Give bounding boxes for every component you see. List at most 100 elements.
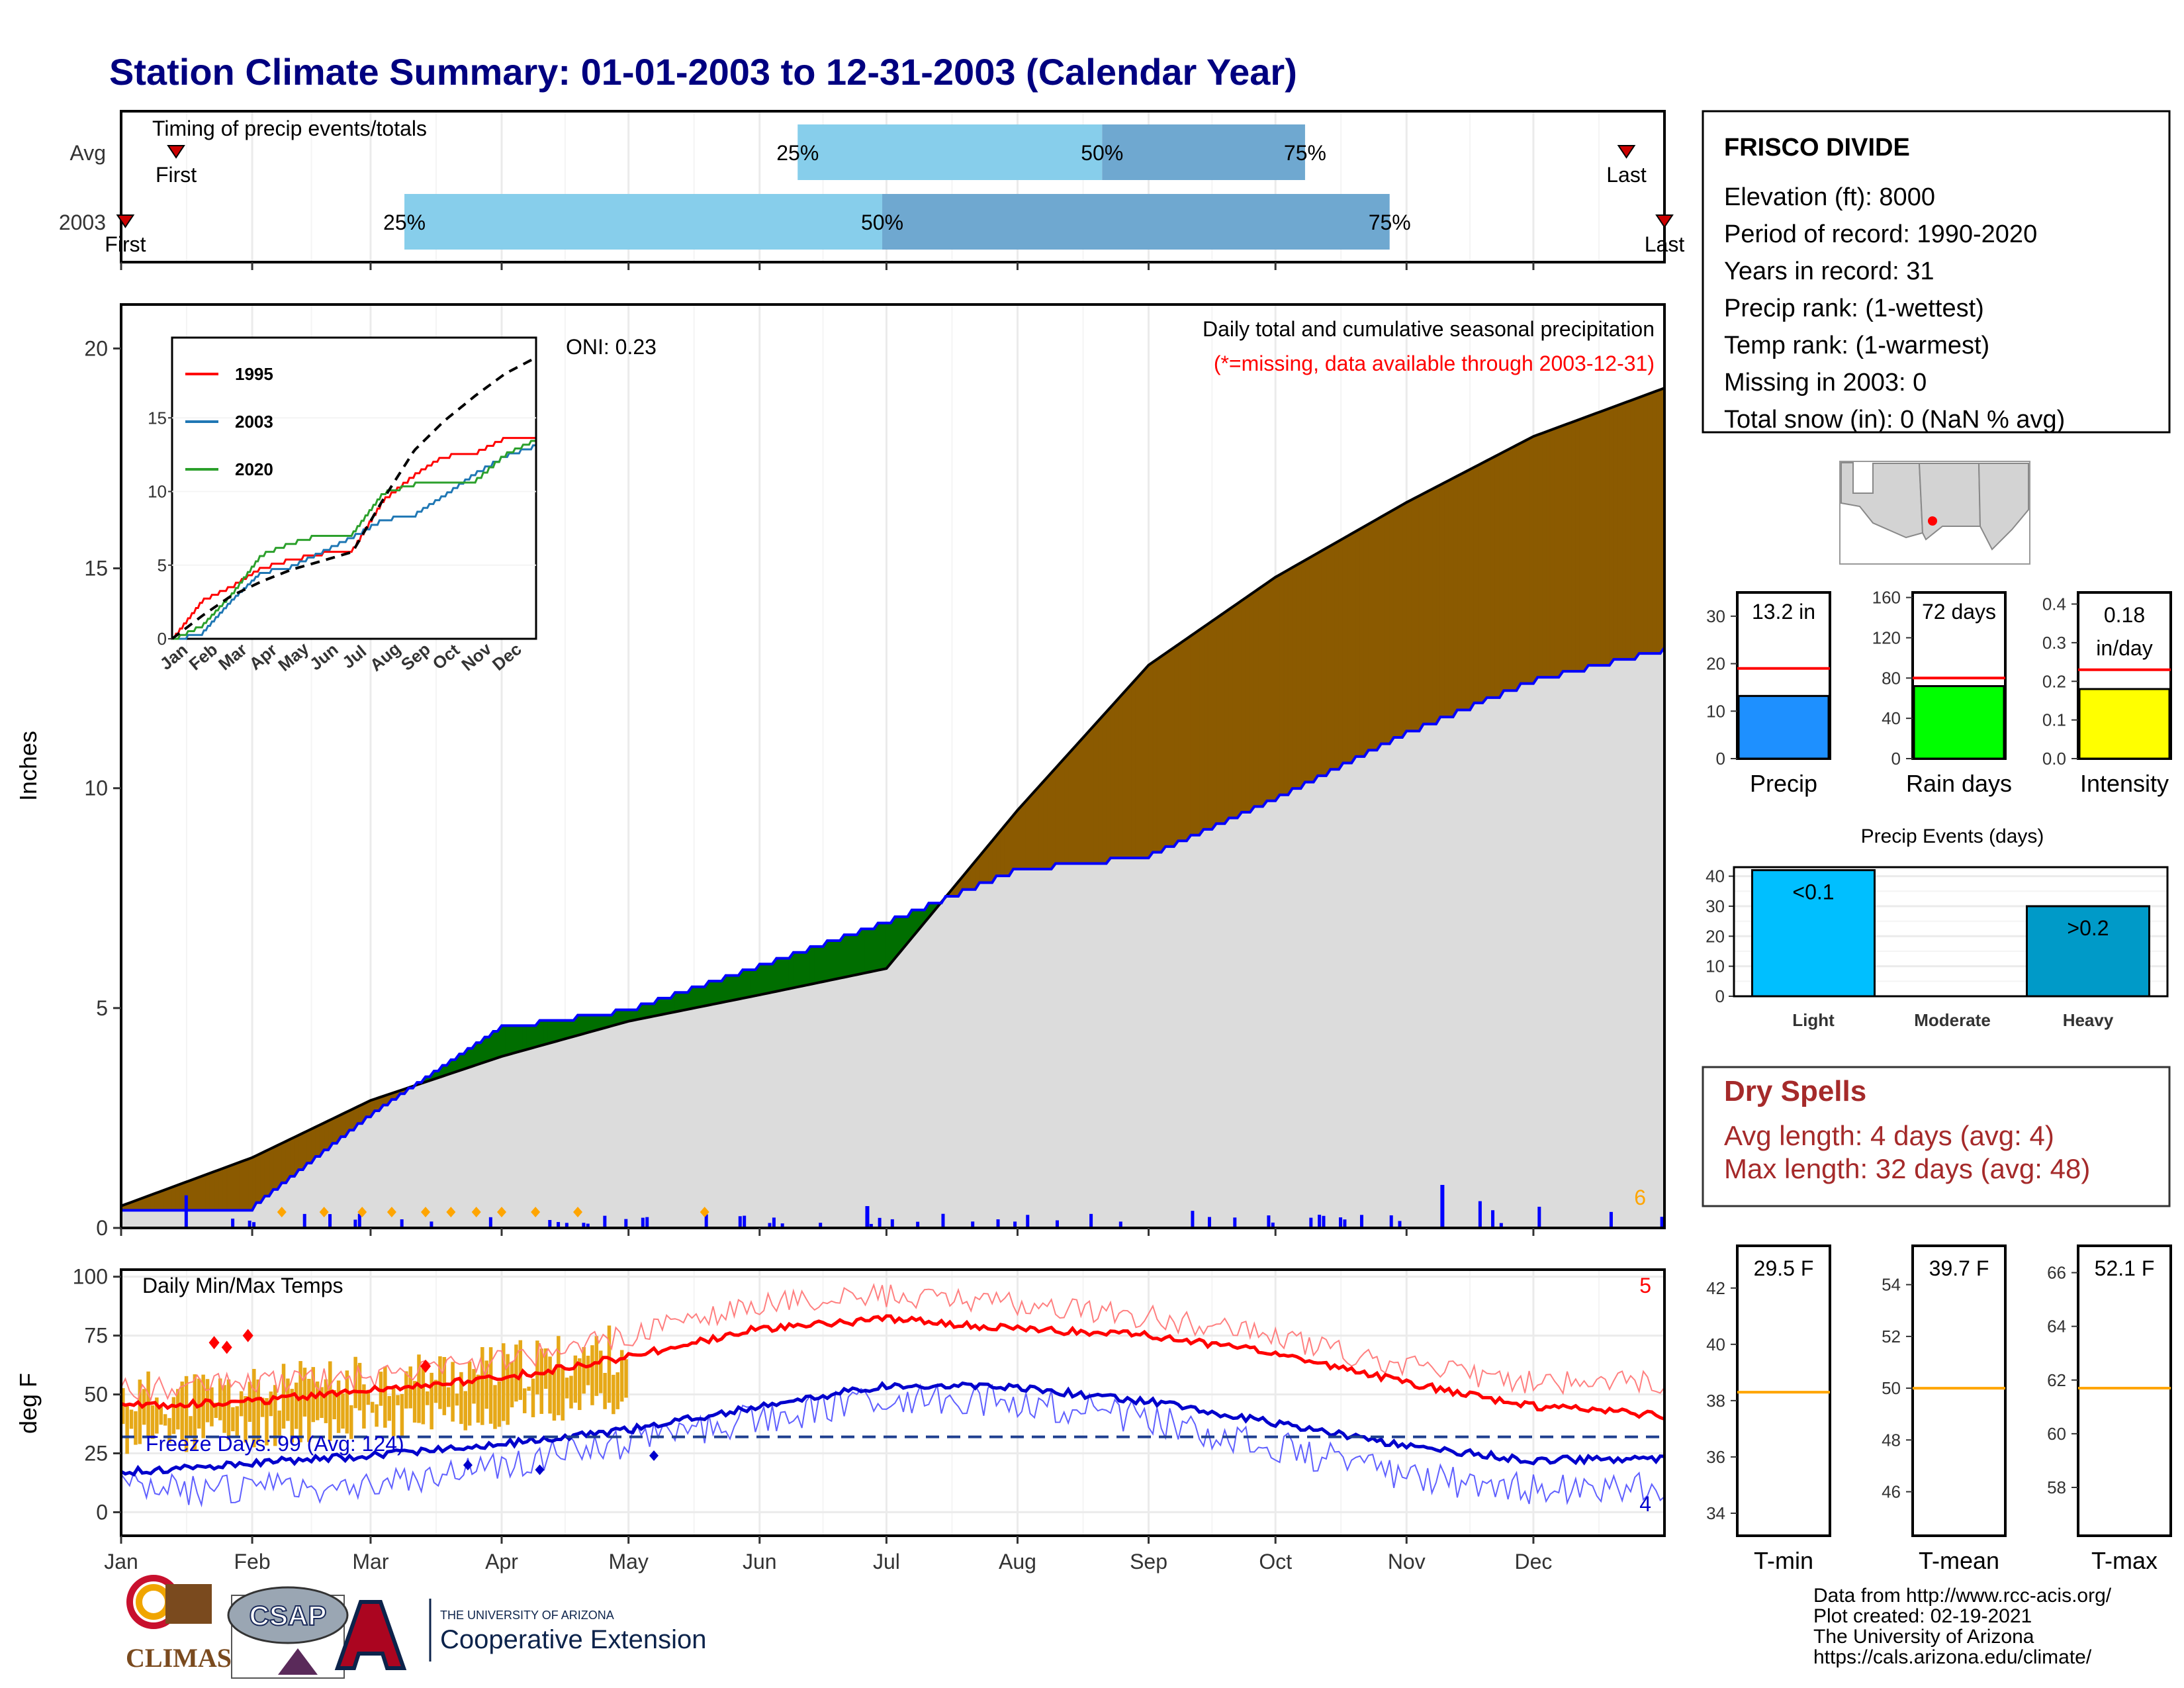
daily-temp-bar <box>446 1387 451 1407</box>
below-avg-fill <box>1630 398 1635 660</box>
station-info-line: Temp rank: (1-warmest) <box>1724 332 1989 359</box>
below-avg-fill <box>1584 415 1589 673</box>
daily-temp-bar <box>476 1374 480 1423</box>
daily-temp-bar <box>138 1380 142 1444</box>
temp-bar-tick-label: 64 <box>2047 1317 2066 1336</box>
events-category-label: Heavy <box>2063 1010 2114 1030</box>
avg-min-line <box>120 1381 1665 1477</box>
daily-temp-bar <box>527 1386 531 1391</box>
summary-bar-tick-label: 0.2 <box>2042 671 2066 691</box>
below-avg-fill <box>1545 430 1551 678</box>
below-avg-fill <box>1410 497 1416 731</box>
daily-temp-bar <box>197 1378 201 1429</box>
temp-bar-tick-label: 48 <box>1882 1430 1901 1450</box>
below-avg-fill <box>1275 574 1281 802</box>
precip-frame <box>120 303 1666 1229</box>
below-avg-fill <box>1004 819 1010 876</box>
daily-temp-bar <box>184 1376 189 1452</box>
daily-temp-bar <box>624 1359 628 1398</box>
above-avg-fill <box>873 921 879 972</box>
month-label: Oct <box>1259 1550 1292 1573</box>
below-avg-fill <box>1537 432 1543 678</box>
events-category-label: Light <box>1792 1010 1835 1030</box>
above-avg-fill <box>708 980 713 1006</box>
dry-spells-max: Max length: 32 days (avg: 48) <box>1724 1153 2090 1184</box>
daily-temp-bar <box>518 1340 523 1400</box>
y-tick-label: 100 <box>73 1265 108 1289</box>
below-avg-fill <box>1486 457 1492 698</box>
below-avg-fill <box>1224 608 1230 825</box>
below-avg-fill <box>1381 514 1386 745</box>
below-avg-fill <box>1600 409 1606 666</box>
temp-ylabel: deg F <box>15 1373 42 1434</box>
daily-precip-bar <box>557 1222 561 1228</box>
above-avg-fill <box>539 1019 545 1047</box>
month-label: Apr <box>485 1550 518 1573</box>
below-avg-fill <box>175 1184 181 1211</box>
below-avg-fill <box>1017 804 1023 870</box>
below-avg-fill <box>1402 502 1407 739</box>
timing-last-marker <box>1617 145 1636 159</box>
above-avg-fill <box>492 1031 498 1060</box>
below-avg-fill <box>1579 417 1585 672</box>
below-avg-fill <box>209 1171 215 1211</box>
daily-precip-bar <box>184 1195 188 1228</box>
daily-precip-bar <box>865 1206 870 1228</box>
timing-last-label: Last <box>1606 163 1647 187</box>
below-avg-fill <box>1427 489 1433 725</box>
avg-max-line <box>120 1314 1665 1421</box>
month-label: Dec <box>1514 1550 1552 1573</box>
daily-temp-bar <box>506 1354 510 1425</box>
timing-first-label: First <box>105 232 146 256</box>
below-avg-fill <box>298 1132 304 1170</box>
below-avg-fill <box>1165 649 1170 847</box>
above-avg-fill <box>780 958 786 991</box>
inset-month-label: Oct <box>429 639 464 673</box>
climas-logo: CLIMAS <box>126 1575 232 1673</box>
daily-temp-bar <box>298 1361 302 1442</box>
inset-series-2020 <box>172 440 535 640</box>
below-avg-fill <box>230 1163 236 1211</box>
temp-rank-bars: 29.5 F 34 36 38 40 42 T-min 39.7 F 46 48 50 52 54 T-m… <box>1706 1244 2172 1574</box>
daily-temp-bar <box>328 1361 332 1441</box>
summary-bar-precip <box>1737 694 1830 760</box>
summary-bar-value: in/day <box>2096 636 2152 660</box>
below-avg-fill <box>1453 475 1458 718</box>
above-avg-fill <box>514 1025 520 1054</box>
above-avg-fill <box>864 928 870 974</box>
below-avg-fill <box>1651 391 1657 654</box>
below-avg-fill <box>1287 567 1293 796</box>
above-avg-fill <box>560 1019 566 1041</box>
below-avg-fill <box>1355 528 1361 757</box>
below-avg-fill <box>1588 414 1593 666</box>
below-avg-fill <box>1216 614 1221 824</box>
tmin-rank-label: 4 <box>1639 1492 1651 1516</box>
daily-precip-bar <box>565 1223 569 1228</box>
above-avg-fill <box>759 963 764 996</box>
below-avg-fill <box>1363 523 1369 758</box>
summary-bar-tick-label: 40 <box>1882 708 1901 728</box>
below-avg-fill <box>264 1149 270 1197</box>
temp-bar-label: T-min <box>1754 1547 1813 1574</box>
below-avg-fill <box>1326 545 1331 777</box>
below-avg-fill <box>1169 647 1175 847</box>
summary-bar-label: Precip <box>1750 770 1817 797</box>
daily-precip-bar <box>302 1213 306 1228</box>
below-avg-fill <box>1406 499 1412 731</box>
snow-marker <box>497 1207 507 1217</box>
daily-temp-bar <box>362 1384 366 1429</box>
above-avg-fill <box>543 1019 549 1045</box>
month-label: Nov <box>1388 1550 1426 1573</box>
below-avg-fill <box>1313 552 1318 784</box>
below-avg-fill <box>1605 408 1610 666</box>
record-high-marker <box>221 1340 232 1354</box>
below-avg-fill <box>218 1168 223 1211</box>
dry-spells-title: Dry Spells <box>1724 1075 1866 1107</box>
climas-text: CLIMAS <box>126 1643 232 1673</box>
daily-temp-bar <box>404 1371 408 1409</box>
daily-temp-bar <box>286 1378 290 1421</box>
below-avg-fill <box>1457 473 1462 710</box>
above-avg-fill <box>565 1019 570 1040</box>
daily-precip-bar <box>1537 1206 1541 1228</box>
below-avg-fill <box>1292 564 1297 789</box>
